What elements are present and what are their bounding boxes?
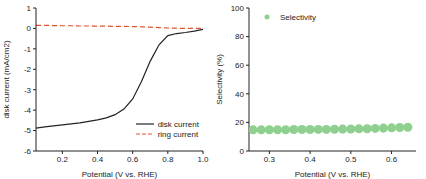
svg-text:disk current (mA/cm2): disk current (mA/cm2): [8, 40, 11, 119]
svg-text:-1: -1: [24, 45, 32, 54]
svg-text:0.6: 0.6: [127, 155, 139, 164]
svg-text:0.3: 0.3: [264, 155, 276, 164]
svg-text:0: 0: [27, 24, 32, 33]
html-text:Selectivity: Selectivity: [280, 12, 316, 22]
svg-text:80: 80: [235, 32, 244, 41]
svg-text:-3: -3: [24, 86, 32, 95]
svg-text:40: 40: [235, 90, 244, 99]
svg-text:0.6: 0.6: [386, 155, 398, 164]
html-text:disk current: disk current: [157, 119, 199, 129]
svg-text:-4: -4: [24, 106, 32, 115]
svg-text:Selectivity (%): Selectivity (%): [215, 54, 224, 105]
svg-text:1.0: 1.0: [197, 155, 209, 164]
svg-text:0.4: 0.4: [305, 155, 317, 164]
svg-text:-6: -6: [24, 147, 32, 156]
svg-text:0.4: 0.4: [92, 155, 104, 164]
svg-text:1: 1: [27, 4, 32, 13]
svg-text:Potential (V vs. RHE): Potential (V vs. RHE): [82, 170, 158, 179]
svg-text:-2: -2: [24, 65, 32, 74]
svg-text:-5: -5: [24, 126, 32, 135]
svg-text:60: 60: [235, 61, 244, 70]
svg-text:Potential (V vs. RHE): Potential (V vs. RHE): [295, 170, 371, 179]
svg-text:0.5: 0.5: [345, 155, 357, 164]
svg-text:0.8: 0.8: [162, 155, 174, 164]
svg-text:100: 100: [231, 4, 245, 13]
svg-text:20: 20: [235, 118, 244, 127]
html-text:ring current: ring current: [157, 129, 199, 139]
svg-text:0: 0: [240, 147, 245, 156]
svg-text:0.2: 0.2: [57, 155, 69, 164]
